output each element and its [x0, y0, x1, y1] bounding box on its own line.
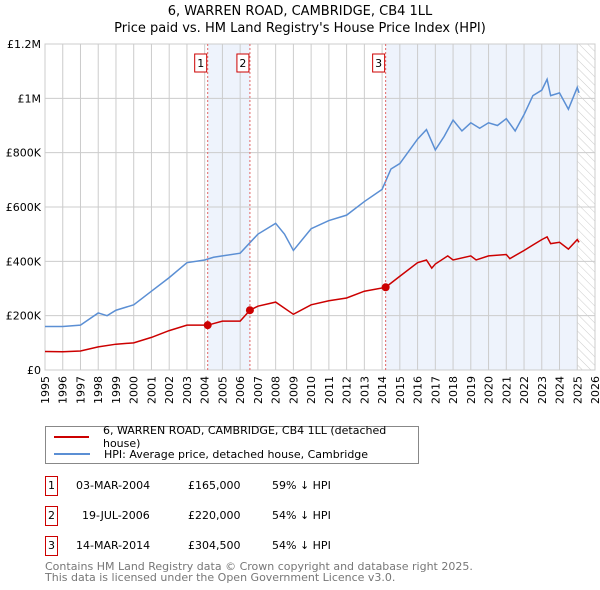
- sale-marker-label: 1: [197, 57, 204, 70]
- series-line: [45, 77, 580, 328]
- legend-swatch: [54, 436, 89, 438]
- x-tick-label: 2020: [483, 376, 496, 404]
- legend-item-hpi: HPI: Average price, detached house, Camb…: [54, 446, 368, 462]
- x-tick-label: 2019: [465, 376, 478, 404]
- x-tick-label: 1997: [74, 376, 87, 404]
- x-tick-label: 2018: [447, 376, 460, 404]
- sale-badge: 3: [45, 536, 58, 556]
- sale-row: 1 03-MAR-2004 £165,000 59% ↓ HPI: [45, 476, 445, 496]
- x-tick-label: 2024: [554, 376, 567, 404]
- x-tick-label: 2002: [163, 376, 176, 404]
- sale-point: [203, 321, 212, 330]
- y-tick-label: £1M: [18, 92, 42, 105]
- x-tick-label: 2013: [358, 376, 371, 404]
- sale-badge: 2: [45, 506, 58, 526]
- sale-row: 2 19-JUL-2006 £220,000 54% ↓ HPI: [45, 506, 445, 526]
- x-tick-label: 2007: [252, 376, 265, 404]
- x-tick-label: 1996: [57, 376, 70, 404]
- sale-row: 3 14-MAR-2014 £304,500 54% ↓ HPI: [45, 536, 445, 556]
- footer: Contains HM Land Registry data © Crown c…: [45, 561, 473, 583]
- x-tick-label: 2025: [571, 376, 584, 404]
- x-tick-label: 2008: [270, 376, 283, 404]
- x-tick-label: 2004: [199, 376, 212, 404]
- x-tick-label: 2005: [216, 376, 229, 404]
- x-tick-label: 1995: [39, 376, 52, 404]
- legend: 6, WARREN ROAD, CAMBRIDGE, CB4 1LL (deta…: [45, 424, 419, 464]
- x-tick-label: 2026: [589, 376, 600, 404]
- x-tick-label: 2023: [536, 376, 549, 404]
- chart-subtitle: Price paid vs. HM Land Registry's House …: [114, 21, 486, 36]
- footer-line: Contains HM Land Registry data © Crown c…: [45, 560, 473, 573]
- x-tick-label: 2006: [234, 376, 247, 404]
- sale-hpi: 54% ↓ HPI: [272, 539, 331, 552]
- y-tick-label: £0: [27, 364, 41, 377]
- sale-hpi: 59% ↓ HPI: [272, 479, 331, 492]
- x-tick-label: 1998: [92, 376, 105, 404]
- x-tick-label: 2010: [305, 376, 318, 404]
- y-tick-label: £800K: [6, 147, 42, 160]
- sale-hpi: 54% ↓ HPI: [272, 509, 331, 522]
- x-tick-label: 2011: [323, 376, 336, 404]
- sale-marker-badge: [236, 53, 250, 73]
- x-tick-label: 2015: [394, 376, 407, 404]
- x-tick-label: 2003: [181, 376, 194, 404]
- sale-marker-label: 2: [239, 57, 246, 70]
- x-tick-label: 2000: [128, 376, 141, 404]
- sale-date: 03-MAR-2004: [76, 479, 151, 492]
- x-tick-label: 2009: [287, 376, 300, 404]
- x-tick-label: 2017: [429, 376, 442, 404]
- sale-marker-badge: [194, 53, 208, 73]
- sale-badge: 1: [45, 476, 58, 496]
- sale-price: £165,000: [188, 479, 241, 492]
- y-tick-label: £600K: [6, 201, 42, 214]
- sale-price: £304,500: [188, 539, 241, 552]
- series-line: [44, 235, 580, 353]
- x-tick-label: 2014: [376, 376, 389, 404]
- sale-point: [245, 306, 254, 315]
- legend-label: HPI: Average price, detached house, Camb…: [104, 447, 369, 461]
- sale-point: [381, 283, 390, 292]
- x-tick-label: 2022: [518, 376, 531, 404]
- sale-marker-badge: [372, 53, 386, 73]
- x-tick-label: 2021: [500, 376, 513, 404]
- footer-line: This data is licensed under the Open Gov…: [45, 571, 396, 584]
- sale-date: 19-JUL-2006: [82, 509, 150, 522]
- y-tick-label: £400K: [6, 255, 42, 268]
- legend-swatch: [54, 453, 90, 455]
- price-chart: 1995 1996 1997 1998 1999 2000 2001 2002 2003 2004…: [6, 38, 600, 404]
- x-tick-label: 2012: [341, 376, 354, 404]
- legend-item-property: 6, WARREN ROAD, CAMBRIDGE, CB4 1LL (deta…: [54, 424, 418, 450]
- legend-label: 6, WARREN ROAD, CAMBRIDGE, CB4 1LL (deta…: [102, 424, 387, 450]
- plot-frame: [44, 43, 596, 371]
- sale-date: 14-MAR-2014: [76, 539, 151, 552]
- y-tick-label: £200K: [6, 310, 42, 323]
- y-tick-label: £1.2M: [7, 38, 41, 51]
- sale-price: £220,000: [188, 509, 241, 522]
- x-tick-label: 2016: [412, 376, 425, 404]
- x-tick-label: 1999: [110, 376, 123, 404]
- chart-title: 6, WARREN ROAD, CAMBRIDGE, CB4 1LL: [167, 4, 433, 19]
- x-tick-label: 2001: [145, 376, 158, 404]
- sale-marker-label: 3: [375, 57, 382, 70]
